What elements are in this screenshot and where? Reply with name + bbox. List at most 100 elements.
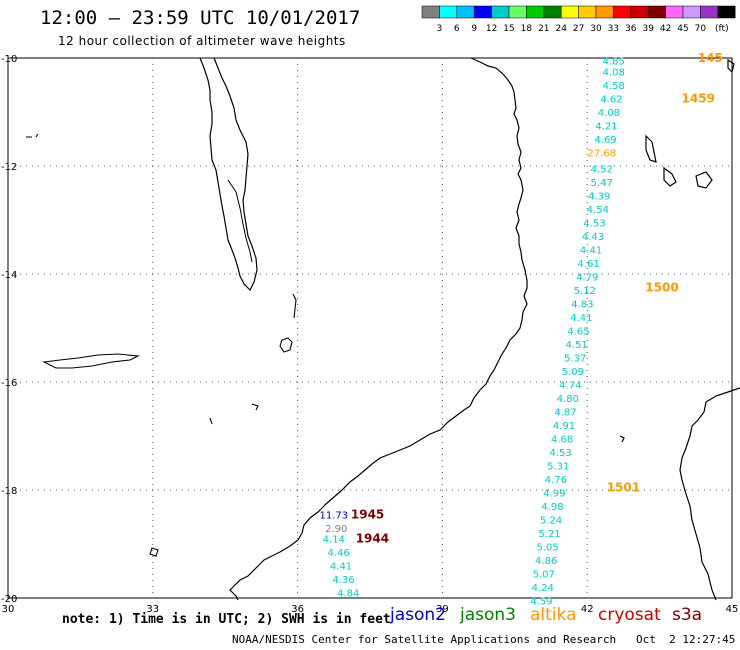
wave-height-value: 5.09 — [562, 367, 584, 378]
lon-tick-label: 42 — [581, 604, 594, 615]
wave-height-value: 4.51 — [565, 340, 587, 351]
wave-height-value: 4.41 — [580, 246, 602, 257]
legend-label: 24 — [555, 24, 567, 34]
lat-tick-label: -12 — [1, 162, 17, 173]
wave-height-value: 2.90 — [325, 524, 347, 535]
comoros-island-3 — [695, 171, 713, 189]
legend-label: 42 — [660, 24, 671, 34]
lat-tick-label: -10 — [1, 54, 17, 65]
wave-height-value: 11.73 — [319, 510, 348, 521]
wave-height-value: 4.46 — [327, 548, 349, 559]
legend-swatch — [508, 5, 527, 19]
pass-time-label: 1501 — [607, 480, 640, 494]
wave-height-value: 4.14 — [323, 535, 345, 546]
legend-swatch — [700, 5, 719, 19]
wave-height-value: 4.52 — [591, 165, 613, 176]
wave-height-value: 4.99 — [543, 489, 565, 500]
legend-swatch — [473, 5, 492, 19]
legend-label: 12 — [486, 24, 497, 34]
wave-height-value: 4.79 — [576, 273, 598, 284]
wave-height-value: 4.85 — [603, 57, 625, 68]
legend-label: (ft) — [715, 24, 729, 34]
legend-swatch — [456, 5, 475, 19]
legend-swatch — [421, 5, 440, 19]
wave-height-value: 5.31 — [547, 462, 569, 473]
legend-swatch — [717, 5, 736, 19]
lat-tick-label: -20 — [1, 594, 17, 605]
wave-height-value: 4.41 — [330, 562, 352, 573]
wave-height-value: 27.68 — [587, 149, 616, 160]
wave-height-tracks: 4.854.084.584.624.084.214.6927.684.525.4… — [319, 51, 722, 608]
legend-swatch — [578, 5, 597, 19]
wave-height-value: 5.05 — [536, 543, 558, 554]
legend-swatch — [491, 5, 510, 19]
wave-height-value: 4.58 — [603, 81, 625, 92]
legend-swatch — [630, 5, 649, 19]
legend-swatch — [647, 5, 666, 19]
wave-height-value: 5.12 — [574, 286, 596, 297]
legend-label: 21 — [538, 24, 549, 34]
wave-height-value: 4.98 — [541, 502, 563, 513]
lat-tick-label: -18 — [1, 486, 17, 497]
wave-height-value: 4.54 — [587, 205, 609, 216]
comoros-island-4 — [727, 58, 735, 74]
small-lake-5 — [149, 547, 159, 557]
wave-height-value: 5.21 — [538, 529, 560, 540]
wave-height-value: 5.47 — [591, 178, 613, 189]
wave-height-value: 4.83 — [571, 300, 593, 311]
lake-west — [42, 353, 140, 369]
legend-swatch — [595, 5, 614, 19]
comoros-island-2 — [663, 166, 677, 187]
legend-swatch — [613, 5, 632, 19]
wave-height-value: 4.59 — [530, 597, 552, 608]
pass-time-label: 1945 — [351, 507, 384, 521]
legend-swatch — [560, 5, 579, 19]
coastline — [26, 57, 740, 601]
legend-swatch — [526, 5, 545, 19]
wave-height-value: 4.39 — [588, 192, 610, 203]
legend-label: 3 — [437, 24, 443, 34]
wave-height-value: 4.68 — [551, 435, 573, 446]
legend-swatch — [439, 5, 458, 19]
legend-label: 39 — [642, 24, 654, 34]
lon-tick-label: 39 — [436, 604, 449, 615]
small-lake-2 — [26, 133, 39, 138]
wave-height-value: 4.53 — [583, 219, 605, 230]
coastal-island — [619, 435, 625, 443]
lon-tick-label: 45 — [726, 604, 739, 615]
legend-label: 45 — [677, 24, 688, 34]
wave-height-value: 4.80 — [557, 394, 579, 405]
legend-label: 33 — [608, 24, 619, 34]
wave-height-value: 4.69 — [594, 135, 616, 146]
wave-height-value: 4.76 — [545, 475, 567, 486]
lat-lon-grid: 30 33 36 39 42 45 -10 -12 -14 -16 -18 -20 — [1, 54, 738, 615]
lat-tick-label: -14 — [1, 270, 17, 281]
wave-height-value: 5.37 — [564, 354, 586, 365]
small-lake-4 — [209, 417, 213, 425]
wave-height-value: 4.43 — [582, 232, 604, 243]
sat-label-altika: altika — [530, 605, 577, 625]
units-note: note: 1) Time is in UTC; 2) SWH is in fe… — [62, 612, 391, 627]
wave-height-value: 4.24 — [532, 583, 554, 594]
wave-height-value: 4.84 — [337, 589, 359, 600]
wave-height-value: 5.24 — [540, 516, 562, 527]
pass-time-label: 1500 — [645, 281, 678, 295]
wave-height-value: 5.07 — [533, 570, 555, 581]
lake-malawi-inner — [227, 179, 253, 263]
lon-tick-label: 36 — [291, 604, 304, 615]
wave-height-value: 4.86 — [535, 556, 557, 567]
legend-label: 36 — [625, 24, 637, 34]
lake-malawi-outline — [199, 57, 258, 292]
madagascar-coastline — [679, 387, 740, 601]
mainland-coastline — [229, 57, 528, 601]
lat-tick-label: -16 — [1, 378, 17, 389]
wave-height-value: 4.41 — [570, 313, 592, 324]
wave-height-value: 4.74 — [559, 381, 581, 392]
pass-time-label: 1459 — [682, 92, 715, 106]
map-title: 12:00 – 23:59 UTC 10/01/2017 — [40, 7, 361, 29]
wave-height-value: 4.08 — [598, 108, 620, 119]
color-legend: 3 6 9 12 15 18 21 24 27 30 33 36 39 42 45 70 (ft) — [421, 5, 736, 34]
small-lake-1 — [292, 293, 297, 319]
legend-label: 6 — [454, 24, 460, 34]
